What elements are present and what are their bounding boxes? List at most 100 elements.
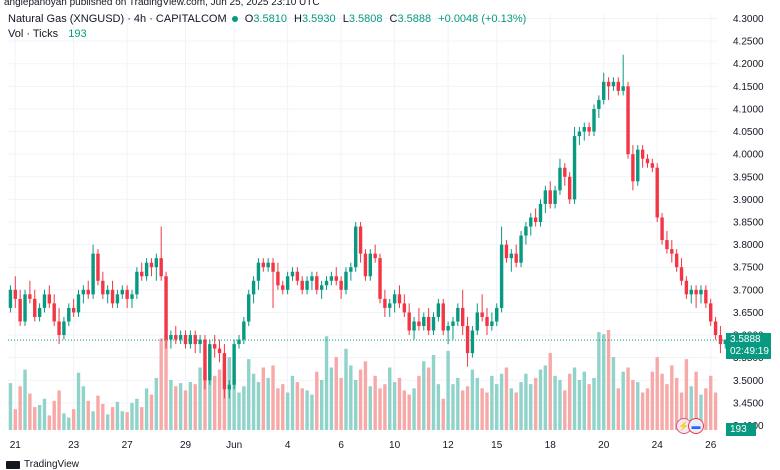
volume-bar bbox=[538, 369, 543, 430]
symbol-title[interactable]: Natural Gas (XNGUSD) · 4h · CAPITALCOM bbox=[8, 13, 227, 25]
candle-body bbox=[704, 289, 708, 304]
candle-body bbox=[183, 335, 188, 345]
candle-body bbox=[660, 217, 664, 241]
candle-body bbox=[208, 344, 212, 381]
volume-bar bbox=[169, 380, 173, 430]
volume-bar bbox=[305, 390, 309, 430]
y-tick-label: 4.1000 bbox=[733, 104, 764, 115]
candle-body bbox=[96, 253, 100, 281]
candle-body bbox=[582, 127, 586, 132]
last-price-value: 3.5888 bbox=[730, 334, 761, 346]
volume-bar bbox=[709, 375, 713, 430]
volume-bar bbox=[456, 377, 460, 430]
candle-body bbox=[358, 226, 363, 254]
candle-body bbox=[315, 276, 319, 290]
candle-body bbox=[276, 271, 280, 286]
volume-legend: Vol · Ticks 193 bbox=[8, 28, 87, 40]
volume-bar bbox=[212, 375, 217, 430]
time-axis[interactable]: 21 23 27 29 Jun 4 6 10 12 15 18 20 24 26 bbox=[10, 440, 717, 451]
brand-name[interactable]: TradingView bbox=[24, 459, 80, 470]
candle-body bbox=[174, 335, 178, 340]
candle-body bbox=[694, 289, 698, 295]
candle-body bbox=[319, 285, 324, 290]
volume-bar bbox=[62, 413, 66, 430]
candle-body bbox=[37, 307, 42, 317]
candle-body bbox=[470, 330, 475, 354]
candle-body bbox=[378, 258, 382, 299]
y-tick-label: 4.0500 bbox=[733, 127, 764, 138]
grid-lines bbox=[8, 14, 718, 430]
candle-body bbox=[674, 253, 679, 268]
candle-body bbox=[689, 289, 693, 295]
volume-bar bbox=[144, 388, 149, 430]
candle-body bbox=[76, 294, 81, 313]
volume-bar bbox=[582, 371, 586, 430]
y-tick-label: 3.5000 bbox=[733, 376, 764, 387]
y-tick-label: 3.4500 bbox=[733, 398, 764, 409]
candle-body bbox=[373, 253, 377, 259]
volume-bar bbox=[621, 371, 625, 430]
volume-bar bbox=[392, 382, 397, 430]
volume-bar bbox=[640, 392, 645, 430]
volume-bar bbox=[558, 380, 562, 430]
candle-body bbox=[52, 303, 56, 322]
candle-body bbox=[271, 262, 275, 272]
volume-bar bbox=[674, 377, 679, 430]
candle-body bbox=[130, 294, 134, 299]
x-tick-label: 27 bbox=[122, 440, 134, 451]
candle-body bbox=[324, 280, 329, 286]
candle-body bbox=[388, 303, 392, 308]
volume-bar bbox=[572, 367, 577, 430]
candle-body bbox=[392, 294, 397, 304]
candle-body bbox=[626, 86, 630, 155]
x-tick-label: 10 bbox=[389, 440, 401, 451]
candle-body bbox=[567, 176, 572, 200]
volume-bar bbox=[130, 402, 134, 430]
candle-body bbox=[13, 289, 17, 299]
candle-body bbox=[18, 298, 22, 322]
volume-label[interactable]: Vol · Ticks bbox=[8, 28, 59, 40]
candle-body bbox=[684, 280, 689, 295]
x-tick-label: 6 bbox=[338, 440, 344, 451]
candle-body bbox=[524, 226, 528, 236]
candle-body bbox=[606, 81, 611, 87]
volume-bar bbox=[57, 390, 61, 430]
candle-body bbox=[154, 258, 159, 268]
bar-countdown: 02:49:19 bbox=[730, 346, 769, 358]
market-status-icon bbox=[231, 15, 238, 22]
us-flag-event-icon[interactable]: ▬ bbox=[688, 418, 704, 434]
volume-bar bbox=[354, 380, 358, 430]
candle-body bbox=[300, 280, 304, 290]
candle-body bbox=[101, 280, 105, 295]
volume-bar bbox=[339, 377, 343, 430]
volume-bar bbox=[256, 382, 261, 430]
volume-bars bbox=[8, 330, 718, 430]
price-axis[interactable]: 4.3000 4.2500 4.2000 4.1500 4.1000 4.0500 4.00… bbox=[733, 14, 764, 432]
candle-body bbox=[363, 253, 368, 277]
volume-bar bbox=[349, 365, 353, 430]
candle-body bbox=[354, 226, 358, 268]
last-price-tag: 3.5888 02:49:19 bbox=[726, 333, 771, 360]
candle-body bbox=[42, 294, 47, 308]
volume-bar bbox=[285, 392, 290, 430]
open-label: O bbox=[244, 13, 254, 25]
volume-bar bbox=[276, 388, 280, 430]
volume-bar bbox=[670, 365, 674, 430]
volume-bar bbox=[203, 372, 207, 430]
volume-bar bbox=[251, 373, 256, 430]
candle-body bbox=[120, 289, 124, 295]
x-tick-label: 23 bbox=[68, 440, 80, 451]
x-tick-label: 20 bbox=[598, 440, 610, 451]
volume-bar bbox=[446, 350, 450, 430]
volume-bar bbox=[611, 357, 616, 430]
volume-bar bbox=[329, 367, 334, 430]
volume-bar bbox=[101, 403, 105, 430]
low-value: 3.5808 bbox=[348, 13, 383, 25]
candle-body bbox=[86, 289, 90, 295]
candle-body bbox=[198, 339, 202, 345]
y-tick-label: 3.9000 bbox=[733, 195, 764, 206]
candle-body bbox=[193, 335, 197, 345]
candle-body bbox=[572, 136, 577, 200]
